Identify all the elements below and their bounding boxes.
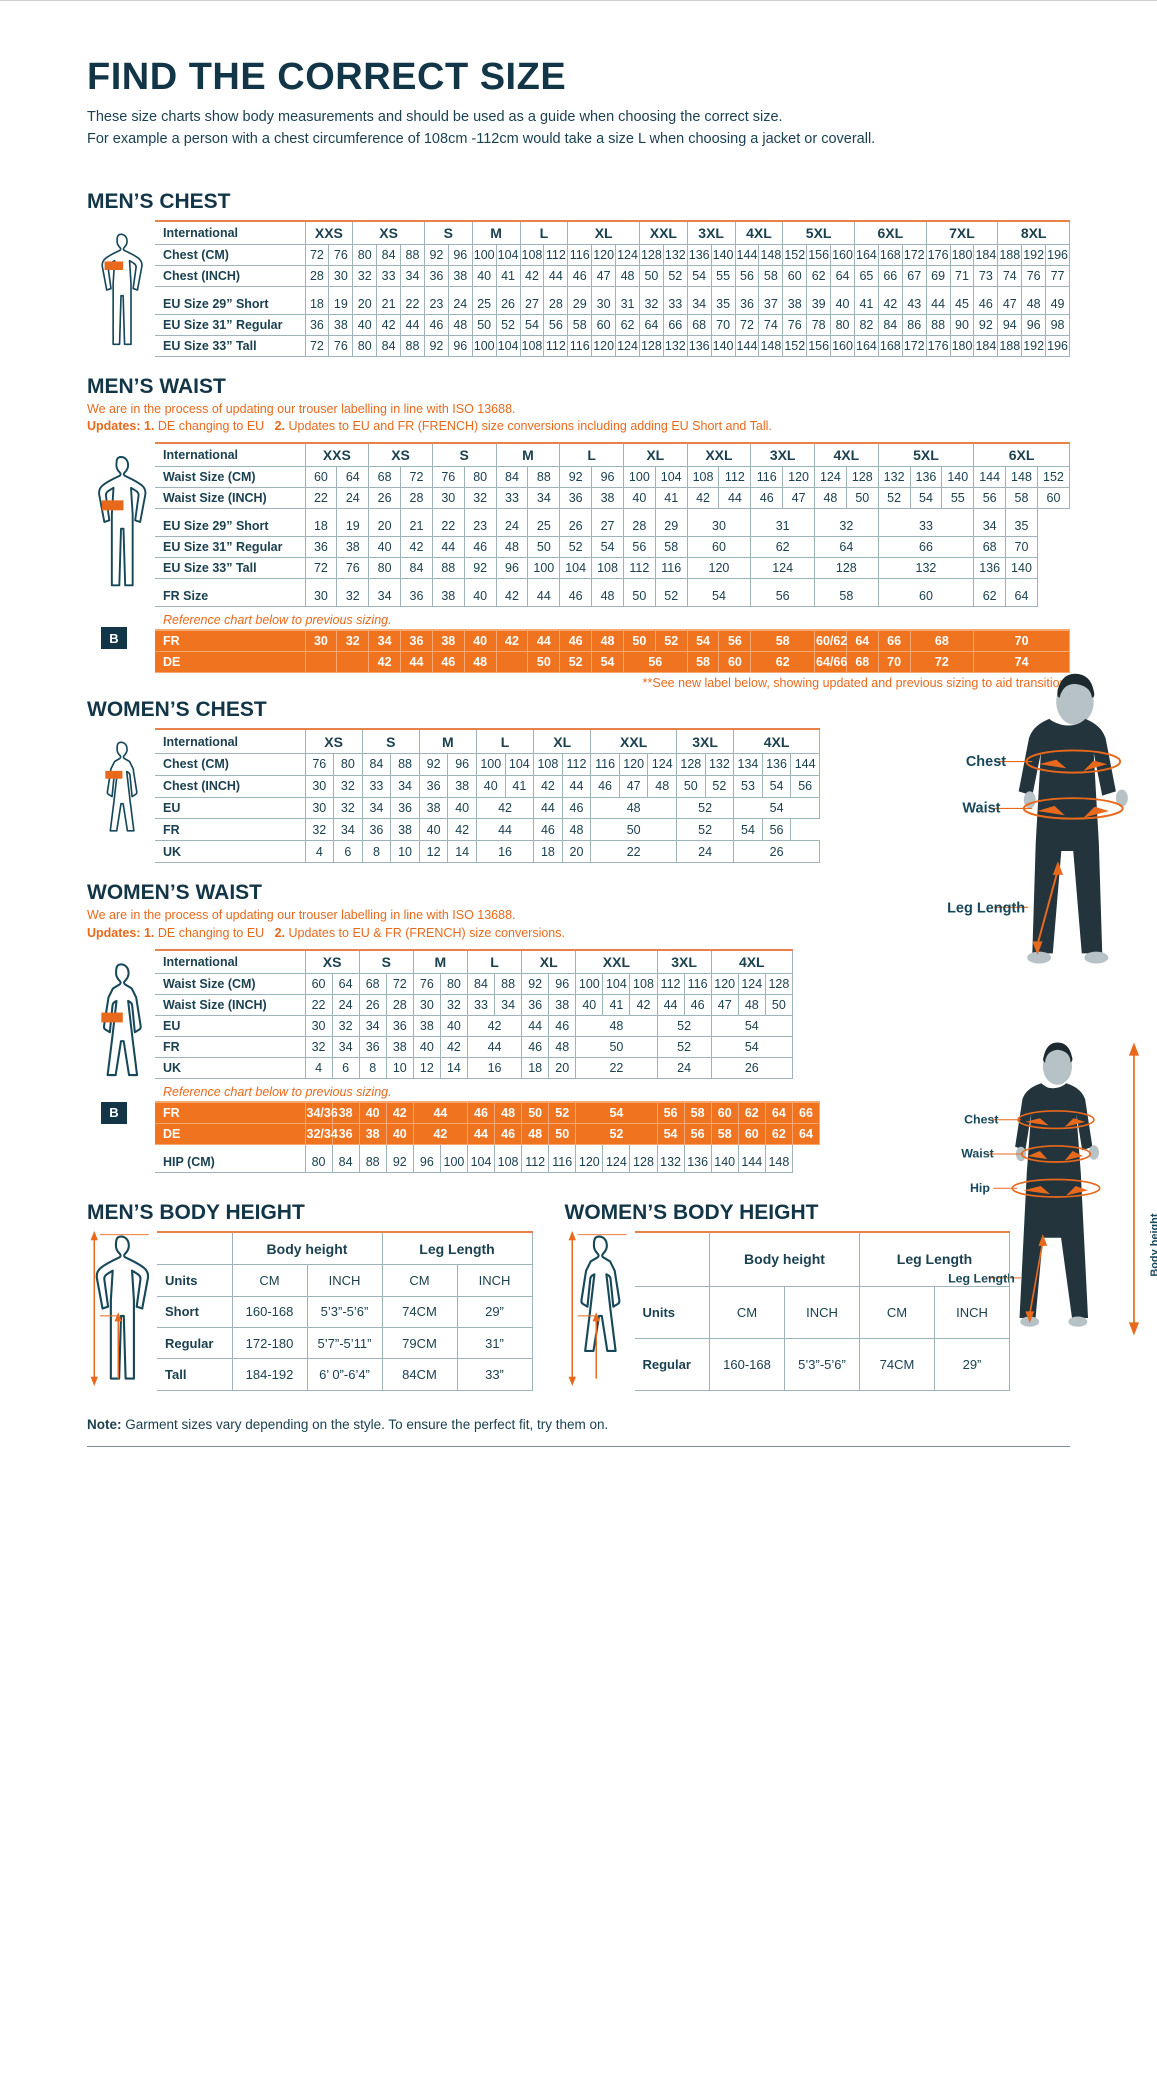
svg-text:Chest: Chest [966, 754, 1006, 770]
svg-text:Waist: Waist [961, 1146, 994, 1160]
svg-text:Waist: Waist [962, 801, 1000, 817]
svg-text:Hip: Hip [970, 1180, 990, 1194]
svg-text:Body height: Body height [1149, 1213, 1157, 1276]
svg-text:Leg Length: Leg Length [947, 900, 1025, 916]
svg-text:Chest: Chest [964, 1112, 998, 1126]
